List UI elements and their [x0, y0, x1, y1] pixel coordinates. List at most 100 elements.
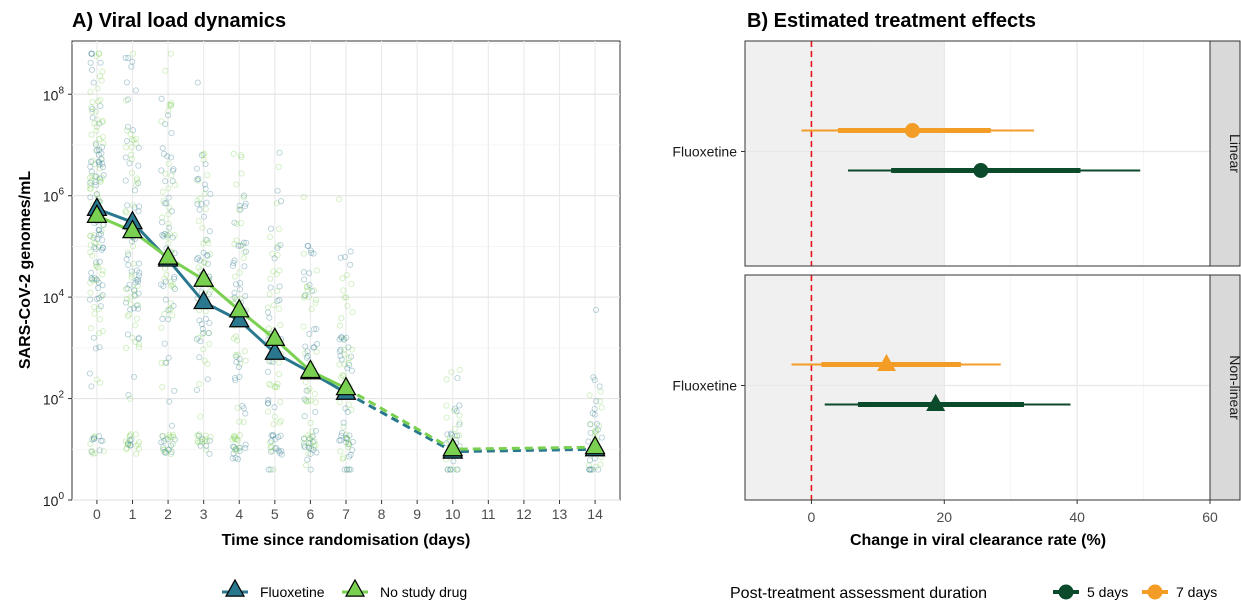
- raw-data-point: [164, 153, 171, 160]
- raw-data-point: [167, 101, 174, 108]
- raw-data-point: [587, 421, 594, 428]
- raw-data-point: [193, 165, 200, 172]
- raw-data-point: [301, 294, 308, 301]
- raw-data-point: [165, 220, 172, 227]
- raw-data-point: [92, 139, 99, 146]
- raw-data-point: [237, 220, 245, 227]
- panel-a-x-ticks: 0 1 2 3 4 5 6 7 8 9 10 11 12 13 14: [93, 500, 603, 522]
- raw-data-point: [195, 218, 202, 225]
- y-tick-label: 104: [43, 288, 65, 306]
- raw-data-point: [127, 437, 134, 444]
- raw-data-point: [343, 334, 350, 341]
- raw-data-point: [229, 455, 236, 462]
- raw-data-point: [169, 312, 176, 319]
- raw-data-point: [89, 157, 96, 164]
- raw-data-point: [303, 387, 310, 394]
- raw-data-point: [206, 437, 213, 444]
- raw-data-point: [127, 294, 134, 301]
- raw-data-point: [592, 427, 599, 434]
- raw-data-point: [231, 219, 238, 226]
- raw-data-point: [99, 163, 107, 171]
- raw-data-point: [312, 296, 320, 303]
- raw-data-point: [199, 325, 206, 332]
- raw-data-point: [342, 405, 349, 412]
- raw-data-point: [593, 429, 600, 436]
- raw-data-point: [90, 277, 97, 284]
- raw-data-point: [196, 195, 203, 202]
- raw-data-point: [90, 234, 97, 241]
- raw-data-point: [87, 289, 94, 296]
- series-marker-1: [157, 245, 179, 265]
- raw-data-point: [166, 102, 173, 109]
- raw-data-point: [91, 310, 98, 317]
- raw-data-point: [165, 240, 172, 247]
- raw-data-point: [97, 59, 104, 66]
- raw-data-point: [171, 273, 178, 280]
- raw-data-point: [266, 233, 274, 241]
- estimate-point: [926, 393, 946, 411]
- series-marker-1: [228, 298, 250, 318]
- raw-data-point: [233, 220, 240, 227]
- raw-data-point: [124, 440, 131, 447]
- raw-data-point: [205, 329, 212, 337]
- raw-data-point: [126, 281, 133, 288]
- raw-data-point: [302, 350, 309, 357]
- raw-data-point: [127, 131, 134, 138]
- raw-data-point: [89, 105, 96, 113]
- raw-data-point: [596, 383, 603, 390]
- raw-data-point: [274, 252, 281, 259]
- raw-data-point: [168, 208, 175, 215]
- raw-data-point: [274, 288, 281, 295]
- raw-data-point: [237, 242, 244, 249]
- raw-data-point: [87, 185, 94, 192]
- raw-data-point: [347, 353, 355, 360]
- raw-data-point: [591, 411, 598, 418]
- raw-data-point: [95, 295, 103, 302]
- raw-data-point: [99, 437, 106, 444]
- raw-data-point: [202, 315, 209, 322]
- raw-data-point: [90, 435, 98, 442]
- raw-data-point: [203, 442, 210, 449]
- raw-data-point: [93, 182, 100, 189]
- estimate-point: [904, 123, 920, 138]
- raw-data-point: [340, 454, 347, 461]
- raw-data-point: [314, 340, 321, 348]
- raw-data-point: [242, 445, 249, 452]
- raw-data-point: [88, 50, 95, 57]
- raw-data-point: [193, 386, 200, 394]
- raw-data-point: [456, 412, 463, 419]
- raw-data-point: [91, 120, 98, 127]
- raw-data-point: [207, 433, 214, 440]
- raw-data-point: [134, 305, 142, 312]
- panel-b-x-ticks: 0 20 40 60: [808, 500, 1218, 525]
- raw-data-point: [585, 438, 592, 445]
- raw-data-point: [197, 338, 204, 345]
- raw-data-point: [587, 421, 594, 428]
- raw-data-point: [349, 447, 356, 454]
- raw-data-point: [236, 447, 243, 455]
- raw-data-point: [345, 344, 352, 351]
- raw-data-point: [165, 211, 172, 218]
- raw-data-point: [123, 137, 131, 145]
- raw-data-point: [202, 185, 209, 192]
- raw-data-point: [590, 374, 597, 381]
- raw-data-point: [159, 384, 166, 391]
- series-marker-1: [335, 376, 357, 396]
- raw-data-point: [231, 435, 238, 442]
- raw-data-point: [99, 267, 106, 274]
- raw-data-point: [202, 446, 209, 453]
- raw-data-point: [134, 278, 142, 285]
- x-tick-label: 20: [936, 509, 952, 525]
- raw-data-point: [344, 408, 351, 416]
- series-marker-0: [193, 290, 215, 310]
- raw-data-point: [342, 434, 350, 442]
- raw-data-point: [276, 149, 283, 156]
- raw-data-point: [195, 254, 202, 261]
- raw-data-point: [306, 385, 313, 392]
- raw-data-point: [94, 296, 101, 303]
- raw-data-point: [133, 140, 140, 147]
- raw-data-point: [198, 321, 205, 328]
- raw-data-point: [130, 137, 137, 144]
- raw-data-point: [240, 194, 247, 201]
- raw-data-point: [168, 172, 175, 179]
